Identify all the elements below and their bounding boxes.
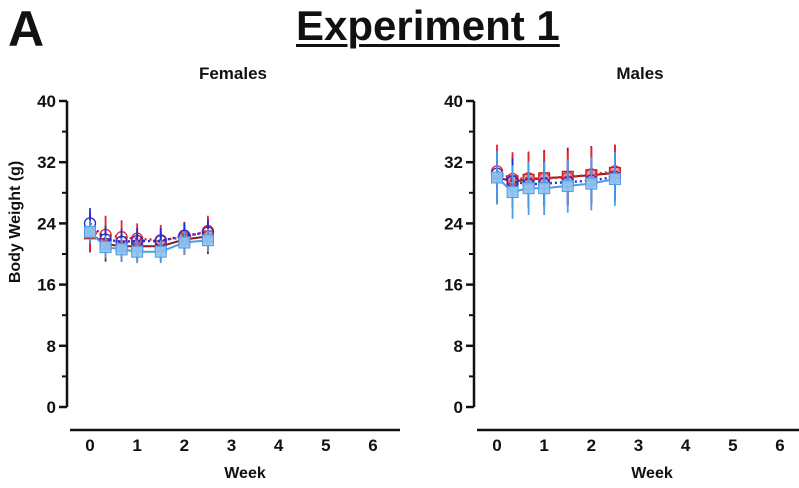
y-tick-label: 16: [444, 276, 463, 295]
y-tick-label: 40: [444, 92, 463, 111]
panel-letter: A: [8, 1, 45, 57]
x-tick-label: 5: [728, 436, 737, 455]
x-tick-label: 3: [227, 436, 236, 455]
y-tick-label: 8: [47, 337, 56, 356]
data-point: [115, 243, 128, 256]
y-tick-label: 24: [37, 214, 56, 233]
data-point: [608, 173, 621, 186]
y-axis-label: Body Weight (g): [7, 161, 24, 283]
x-tick-label: 4: [681, 436, 691, 455]
x-tick-label: 2: [587, 436, 596, 455]
x-tick-label: 6: [775, 436, 784, 455]
data-point: [131, 245, 144, 258]
x-tick-label: 5: [321, 436, 330, 455]
x-tick-label: 4: [274, 436, 284, 455]
x-tick-label: 1: [539, 436, 548, 455]
x-tick-label: 0: [492, 436, 501, 455]
y-tick-label: 0: [454, 398, 463, 417]
x-tick-label: 6: [368, 436, 377, 455]
figure-title: Experiment 1: [296, 2, 560, 49]
y-tick-label: 24: [444, 214, 463, 233]
data-point: [522, 182, 535, 195]
chart-title: Males: [616, 64, 663, 83]
data-point: [491, 171, 503, 184]
data-point: [84, 225, 96, 238]
data-point: [506, 186, 519, 199]
chart-panel-2: Males 0 8 16 24 32 40 0 1 2 3 4 5 6 Week: [444, 64, 799, 482]
series-4: [491, 150, 621, 219]
data-point: [99, 241, 112, 254]
data-point: [538, 182, 551, 195]
y-tick-label: 8: [454, 337, 463, 356]
series-4: [84, 220, 214, 264]
data-point: [201, 234, 214, 247]
y-tick-label: 0: [47, 398, 56, 417]
data-point: [178, 236, 191, 249]
x-tick-label: 0: [85, 436, 94, 455]
chart-title: Females: [199, 64, 267, 83]
x-tick-label: 3: [634, 436, 643, 455]
y-tick-label: 32: [444, 153, 463, 172]
x-tick-label: 2: [180, 436, 189, 455]
y-tick-label: 16: [37, 276, 56, 295]
data-point: [561, 179, 574, 192]
y-tick-label: 32: [37, 153, 56, 172]
data-point: [585, 177, 598, 190]
x-axis-label: Week: [224, 465, 266, 482]
x-tick-label: 1: [132, 436, 141, 455]
y-tick-label: 40: [37, 92, 56, 111]
x-axis-label: Week: [631, 465, 673, 482]
chart-panel-1: Females 0 8 16 24 32 40 Body Weight (g) 0 1 2 3 4 5 6 W…: [7, 64, 400, 482]
data-point: [154, 245, 167, 258]
